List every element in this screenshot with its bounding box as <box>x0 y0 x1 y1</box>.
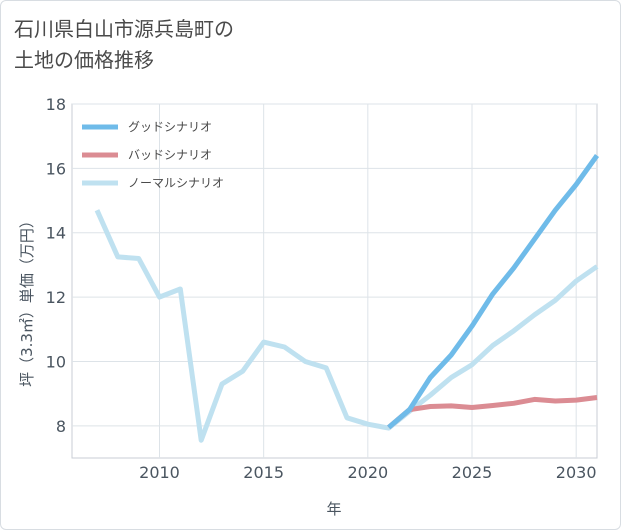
legend-label: ノーマルシナリオ <box>128 176 224 190</box>
series-line-2 <box>94 209 599 443</box>
series-line-1 <box>387 395 598 430</box>
y-tick-label: 14 <box>46 224 66 243</box>
y-tick-label: 18 <box>46 95 66 114</box>
y-tick-labels: 8 10 12 14 16 18 <box>46 95 66 436</box>
x-tick-label: 2030 <box>556 463 597 482</box>
x-tick-label: 2010 <box>139 463 180 482</box>
y-tick-label: 8 <box>56 417 66 436</box>
chart-title: 石川県白山市源兵島町の 土地の価格推移 <box>14 17 234 72</box>
x-axis-label: 年 <box>326 500 341 518</box>
x-tick-label: 2020 <box>347 463 388 482</box>
x-tick-label: 2015 <box>243 463 284 482</box>
x-tick-labels: 2010 2015 2020 2025 2030 <box>139 463 596 482</box>
grid-lines <box>72 103 597 458</box>
x-tick-label: 2025 <box>452 463 493 482</box>
legend-label: バッドシナリオ <box>128 148 212 162</box>
y-tick-label: 16 <box>46 159 66 178</box>
series-line-0 <box>387 154 600 430</box>
series-lines <box>94 154 600 443</box>
y-tick-label: 12 <box>46 288 66 307</box>
legend-label: グッドシナリオ <box>128 120 212 134</box>
y-axis-label: 坪（3.3㎡）単価（万円） <box>18 213 36 387</box>
y-tick-label: 10 <box>46 352 66 371</box>
